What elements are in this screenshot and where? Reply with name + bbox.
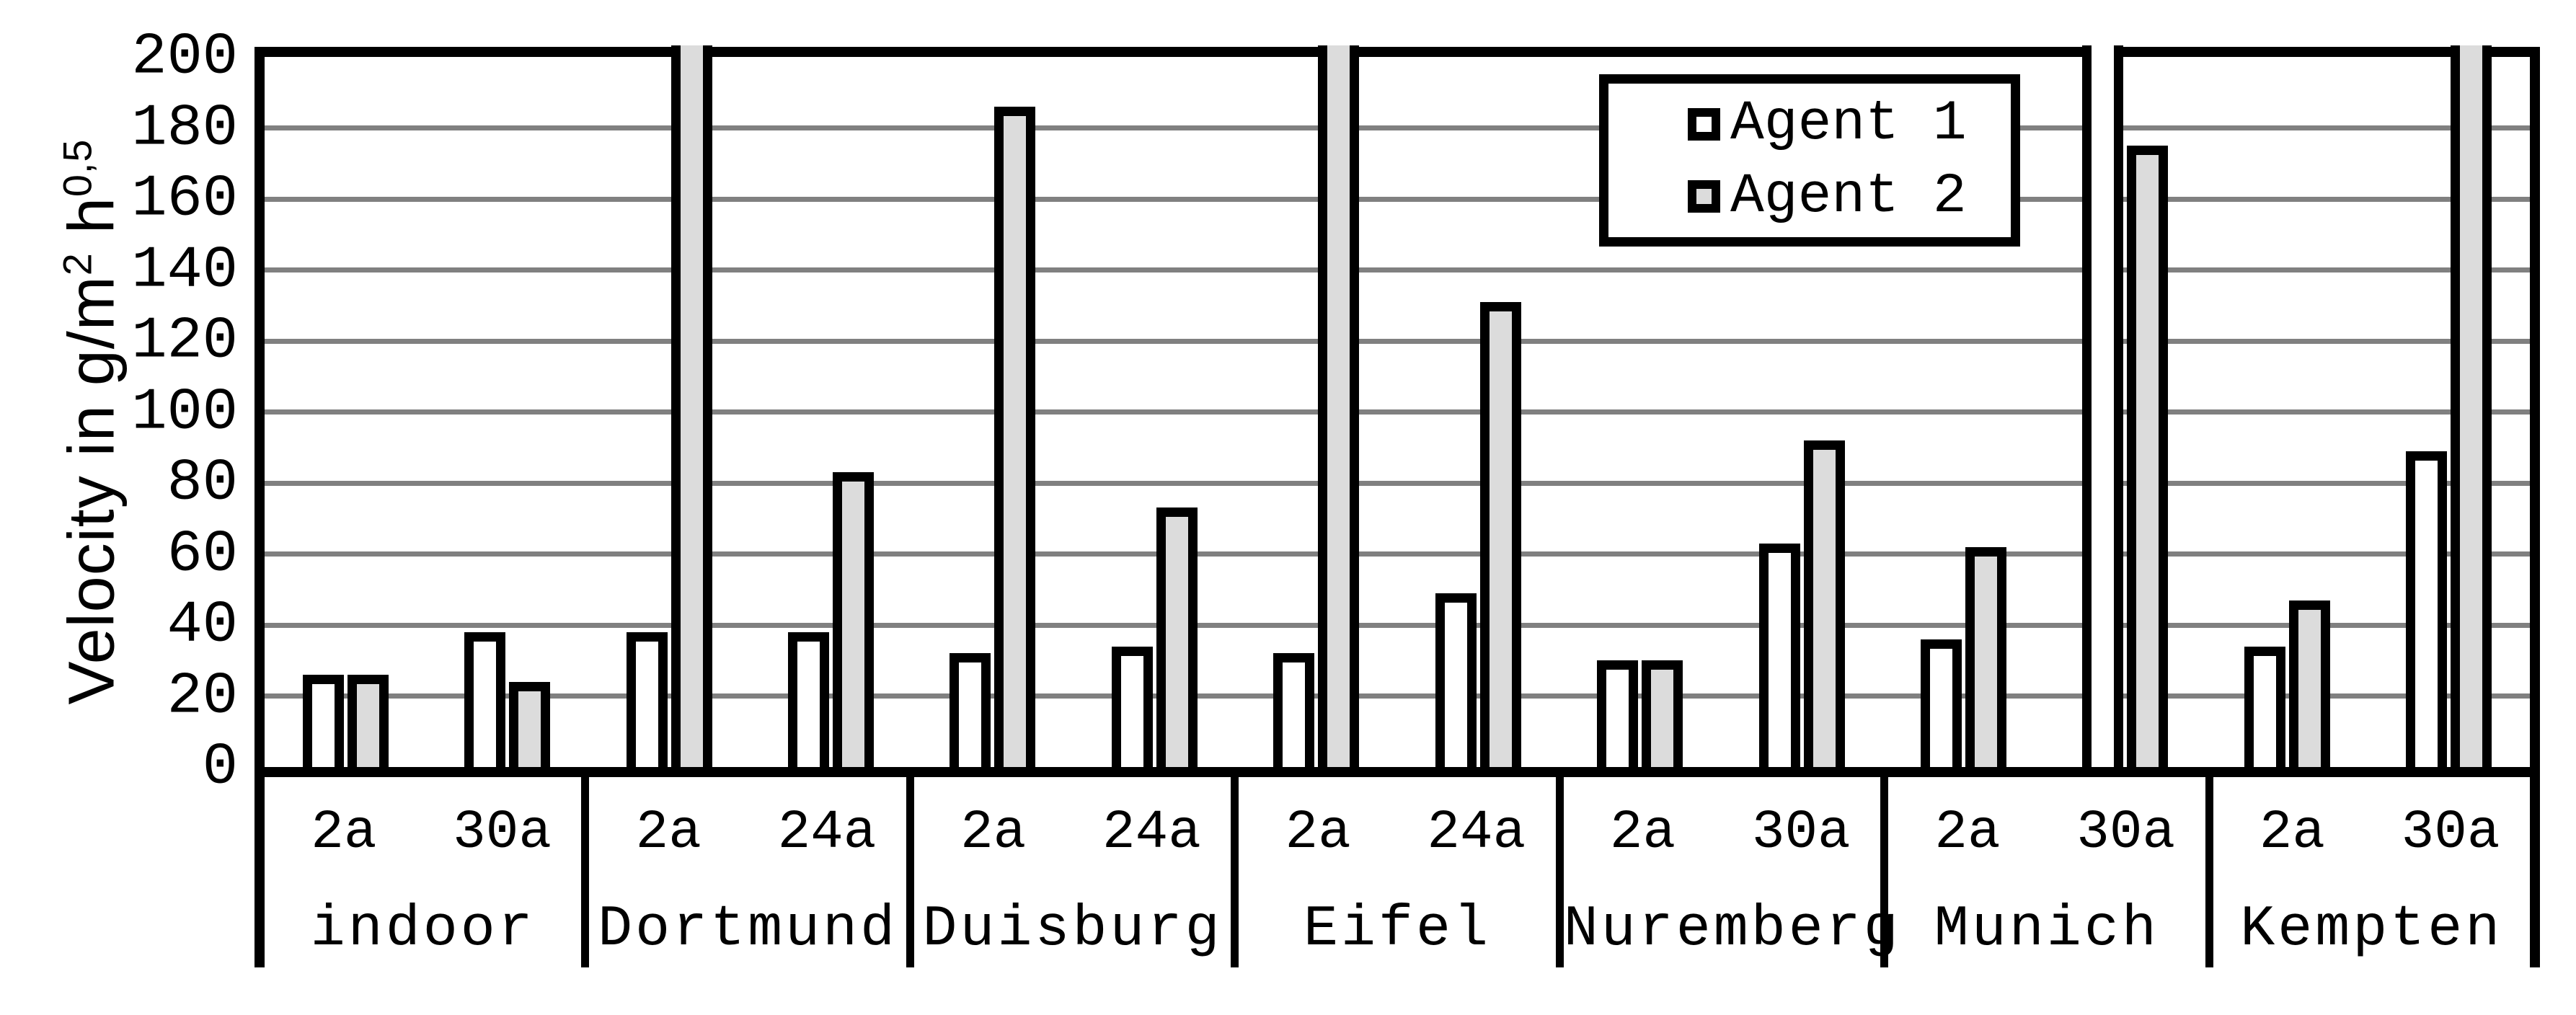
legend: Agent 1 Agent 2 [1599, 74, 2020, 247]
category-cell-munich: 2a 30a Munich [1888, 777, 2213, 967]
y-tick-label-20: 20 [167, 662, 238, 730]
subgroup-label-indoor-2a: 2a [311, 802, 377, 864]
legend-label-agent1: Agent 1 [1730, 92, 1967, 156]
y-tick-label-180: 180 [131, 94, 238, 161]
plot-interior [265, 45, 2530, 767]
y-tick-label-0: 0 [202, 733, 238, 801]
subgroup-label-nuremberg-30a: 30a [1751, 802, 1851, 864]
bar-eifel-2a-agent2 [1318, 45, 1360, 767]
bar-kempten-30a-agent1 [2406, 451, 2448, 767]
y-tick-label-80: 80 [167, 449, 238, 517]
bar-nuremberg-30a-agent1 [1758, 543, 1800, 767]
group-label-duisburg: Duisburg [922, 897, 1223, 962]
gridline-180 [265, 125, 2530, 130]
bar-duisburg-2a-agent1 [950, 653, 991, 767]
gridline-100 [265, 409, 2530, 415]
category-cell-nuremberg: 2a 30a Nuremberg [1563, 777, 1901, 967]
legend-item-agent1: Agent 1 [1688, 92, 2011, 156]
bar-indoor-2a-agent2 [347, 674, 389, 767]
bar-kempten-30a-agent2 [2451, 45, 2492, 767]
bar-eifel-2a-agent1 [1273, 653, 1315, 767]
subgroup-label-eifel-24a: 24a [1427, 802, 1526, 864]
y-tick-label-200: 200 [131, 23, 238, 91]
bar-dortmund-2a-agent1 [626, 631, 668, 767]
subgroup-label-duisburg-24a: 24a [1102, 802, 1201, 864]
bar-munich-2a-agent1 [1921, 639, 1962, 767]
plot-area [254, 45, 2540, 777]
bar-kempten-2a-agent1 [2244, 646, 2285, 767]
subgroup-label-munich-2a: 2a [1934, 802, 2001, 864]
bar-nuremberg-2a-agent2 [1642, 660, 1683, 767]
subgroup-label-dortmund-24a: 24a [777, 802, 877, 864]
group-label-dortmund: Dortmund [598, 897, 898, 962]
group-label-munich: Munich [1934, 897, 2159, 962]
bar-eifel-24a-agent2 [1479, 301, 1521, 767]
bar-kempten-2a-agent2 [2288, 600, 2330, 767]
category-cell-duisburg: 2a 24a Duisburg [914, 777, 1239, 967]
bar-indoor-30a-agent1 [464, 631, 506, 767]
gridline-160 [265, 196, 2530, 202]
x-axis-category-area: 2a 30a indoor 2a 24a Dortmund 2a 24a Duisburg 2a 2… [254, 777, 2540, 967]
category-cell-dortmund: 2a 24a Dortmund [589, 777, 914, 967]
bar-indoor-2a-agent1 [302, 674, 344, 767]
bar-eifel-24a-agent1 [1435, 593, 1477, 767]
gridline-20 [265, 693, 2530, 699]
y-tick-label-60: 60 [167, 520, 238, 588]
bar-munich-30a-agent2 [2127, 146, 2169, 767]
gridline-40 [265, 622, 2530, 628]
group-label-nuremberg: Nuremberg [1563, 897, 1901, 962]
subgroup-label-indoor-30a: 30a [453, 802, 552, 864]
gridline-120 [265, 338, 2530, 344]
category-cell-indoor: 2a 30a indoor [265, 777, 590, 967]
y-tick-label-160: 160 [131, 165, 238, 233]
legend-swatch-agent2 [1688, 180, 1720, 213]
bar-nuremberg-30a-agent2 [1803, 440, 1845, 767]
y-tick-label-140: 140 [131, 236, 238, 303]
legend-label-agent2: Agent 2 [1730, 164, 1967, 229]
bar-indoor-30a-agent2 [509, 681, 551, 767]
legend-swatch-agent1 [1688, 107, 1720, 141]
group-label-eifel: Eifel [1303, 897, 1491, 962]
bar-duisburg-2a-agent2 [994, 106, 1036, 767]
subgroup-label-dortmund-2a: 2a [635, 802, 701, 864]
gridline-140 [265, 267, 2530, 272]
subgroup-label-kempten-30a: 30a [2401, 802, 2500, 864]
bar-munich-30a-agent1 [2082, 45, 2124, 767]
subgroup-label-kempten-2a: 2a [2259, 802, 2325, 864]
gridline-60 [265, 551, 2530, 557]
bar-duisburg-24a-agent2 [1156, 507, 1198, 767]
bar-dortmund-24a-agent1 [788, 631, 829, 767]
category-cell-kempten: 2a 30a Kempten [2213, 777, 2530, 967]
bar-duisburg-24a-agent1 [1111, 646, 1153, 767]
legend-item-agent2: Agent 2 [1688, 165, 2011, 229]
gridline-80 [265, 480, 2530, 486]
group-label-indoor: indoor [310, 897, 536, 962]
bar-dortmund-24a-agent2 [833, 472, 874, 767]
group-label-kempten: Kempten [2240, 897, 2503, 962]
subgroup-label-eifel-2a: 2a [1285, 802, 1351, 864]
bar-nuremberg-2a-agent1 [1597, 660, 1639, 767]
y-tick-label-120: 120 [131, 307, 238, 375]
category-cell-eifel: 2a 24a Eifel [1239, 777, 1564, 967]
y-tick-label-100: 100 [131, 378, 238, 446]
subgroup-label-munich-30a: 30a [2076, 802, 2176, 864]
bar-munich-2a-agent2 [1965, 546, 2006, 767]
y-tick-label-40: 40 [167, 591, 238, 659]
subgroup-label-nuremberg-2a: 2a [1609, 802, 1676, 864]
bar-dortmund-2a-agent2 [670, 45, 712, 767]
subgroup-label-duisburg-2a: 2a [960, 802, 1027, 864]
